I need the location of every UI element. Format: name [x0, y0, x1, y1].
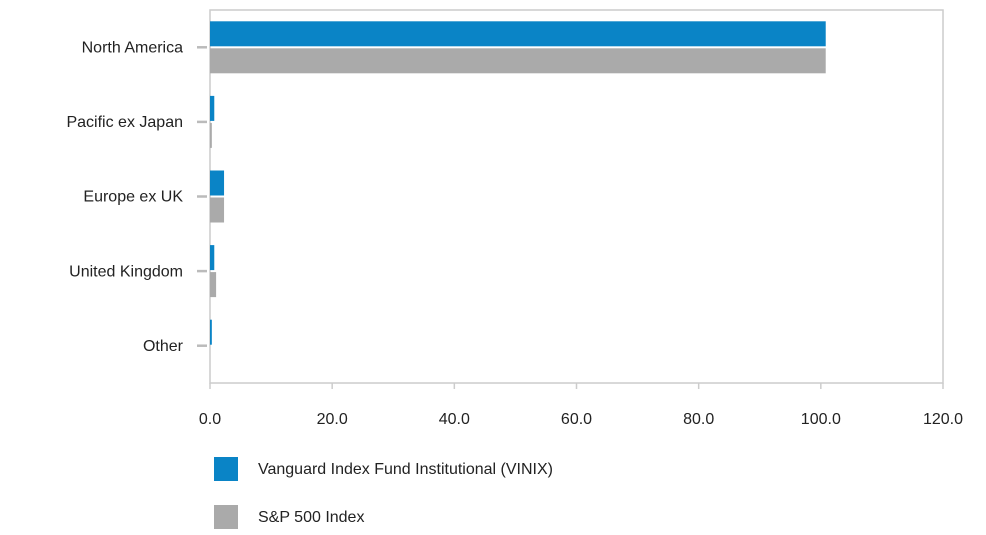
bar — [210, 170, 225, 196]
x-tick-label: 40.0 — [439, 411, 470, 428]
x-tick-label: 100.0 — [801, 411, 841, 428]
legend-label: Vanguard Index Fund Institutional (VINIX… — [258, 461, 553, 478]
bar — [210, 48, 826, 74]
x-tick-label: 120.0 — [923, 411, 963, 428]
legend-label: S&P 500 Index — [258, 509, 364, 526]
bar — [210, 245, 215, 271]
x-tick-label: 80.0 — [683, 411, 714, 428]
y-tick-label: Pacific ex Japan — [66, 114, 183, 131]
bar — [210, 95, 215, 121]
y-tick-label: North America — [82, 40, 183, 57]
x-tick-label: 0.0 — [199, 411, 221, 428]
y-tick-label: Other — [143, 338, 184, 355]
y-tick-label: Europe ex UK — [83, 189, 183, 206]
x-tick-label: 20.0 — [317, 411, 348, 428]
legend-swatch — [214, 457, 238, 481]
y-tick-label: United Kingdom — [69, 263, 183, 280]
legend-swatch — [214, 505, 238, 529]
bar — [210, 272, 217, 298]
bar — [210, 21, 826, 47]
bar — [210, 319, 212, 345]
x-tick-label: 60.0 — [561, 411, 592, 428]
bar — [210, 197, 225, 223]
bar — [210, 122, 212, 148]
